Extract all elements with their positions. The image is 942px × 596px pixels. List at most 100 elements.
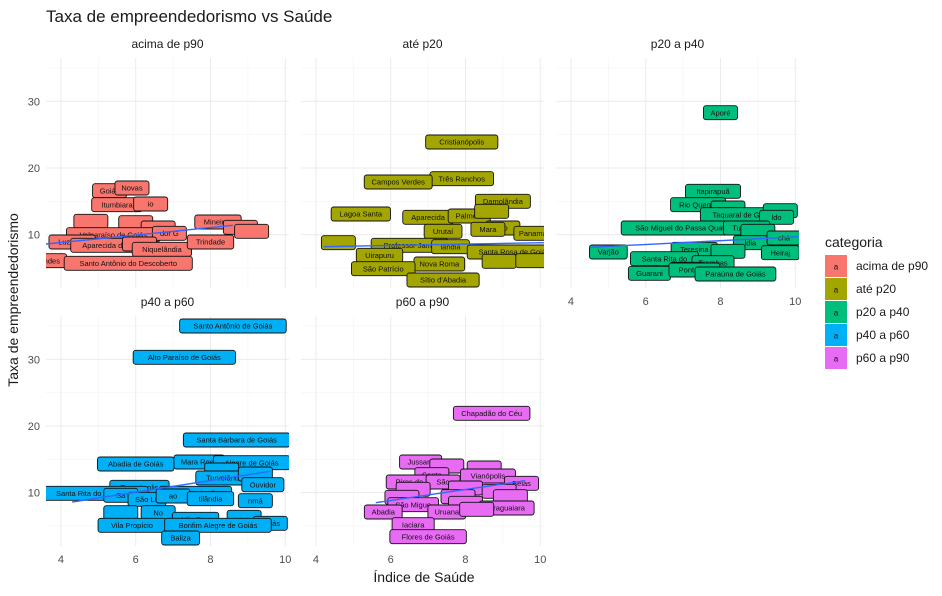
label-text: Lagoa Santa <box>340 210 383 219</box>
y-axis-title: Taxa de empreendedorismo <box>5 213 21 387</box>
y-tick-label: 10 <box>28 230 40 242</box>
label-text: Aparecida <box>411 213 446 222</box>
facet-marks: Santo Antônio de Goiás Alto Paraíso de Go… <box>46 318 289 546</box>
data-point-label: Vianópolis <box>459 468 516 484</box>
x-tick-label: 10 <box>789 296 801 308</box>
label-text: Santo Antônio de Goiás <box>194 322 273 331</box>
label-text: Uirapuru <box>365 251 394 260</box>
label-box <box>103 505 139 521</box>
data-point-label <box>320 235 356 251</box>
label-text: Belas <box>512 479 531 488</box>
label-box <box>703 105 738 121</box>
y-tick-label: 20 <box>28 163 40 175</box>
label-text: Abadia <box>372 508 396 517</box>
x-tick-label: 8 <box>462 554 468 566</box>
data-point-label: Vila Propício <box>97 517 167 533</box>
label-text: Ouvidor <box>250 480 277 489</box>
data-point-label: Alto Paraíso de Goiás <box>132 349 236 365</box>
label-box <box>114 180 150 196</box>
facet-panel: acima de p90 10 20 30 Goiás Novas Itumbiara io M… <box>28 37 289 288</box>
data-point-label: No <box>140 505 176 521</box>
label-box <box>389 529 467 545</box>
label-text: Uruana <box>434 508 459 517</box>
label-text: Panamá <box>519 229 548 238</box>
data-point-label: Itapirapuã <box>685 183 741 199</box>
legend-entry: a até p20 <box>825 278 896 300</box>
label-box <box>234 223 270 239</box>
label-text: Aparecida de Goiâ <box>82 241 145 250</box>
label-text: Santa Rita do Araguaia <box>56 489 134 498</box>
x-tick-label: 6 <box>133 554 139 566</box>
data-point-label: tilândia <box>186 491 235 507</box>
facet-panel: até p20 Cristianópolis Três Ranchos Campos … <box>301 37 548 288</box>
label-text: Flores de Goiás <box>402 532 455 541</box>
x-tick-label: 8 <box>207 554 213 566</box>
label-text: Alto Paraíso de Goiás <box>148 353 221 362</box>
label-text: Aporé <box>710 108 730 117</box>
label-text: São Patrício <box>363 264 404 273</box>
legend-label: acima de p90 <box>856 259 928 273</box>
label-box <box>350 261 416 277</box>
label-text: nmá <box>248 496 263 505</box>
data-point-label: Lagoa Santa <box>330 206 391 222</box>
data-point-label: Paraúna de Goiás <box>694 266 777 282</box>
label-box <box>161 530 200 546</box>
label-box <box>459 501 495 517</box>
label-text: Abadia de Goiás <box>108 460 164 469</box>
label-box <box>186 234 235 250</box>
y-tick-label: 30 <box>28 354 40 366</box>
data-point-label: Guarani <box>627 265 671 281</box>
label-text: Vianópolis <box>471 472 506 481</box>
trend-line <box>323 241 544 248</box>
legend-key-glyph: a <box>834 286 839 295</box>
label-box <box>481 253 517 269</box>
label-box <box>132 349 236 365</box>
label-box <box>179 318 287 334</box>
label-text: Varjão <box>598 248 619 257</box>
label-text: Novas <box>121 184 143 193</box>
data-point-label: Urutaí <box>423 223 463 239</box>
data-point-label: nmá <box>237 493 273 509</box>
data-point-label: Santo Antônio de Goiás <box>179 318 287 334</box>
label-text: Taquaral de Goiás <box>712 210 773 219</box>
facet-marks: Chapadão do CéuJussaraSantaVianópolisPir… <box>363 405 540 545</box>
label-text: Santa Bárbara de Goiás <box>196 436 277 445</box>
label-text: Goiás <box>100 186 120 195</box>
data-point-label: lândia <box>431 239 470 255</box>
label-text: Araguaiara <box>488 504 526 513</box>
label-text: ao <box>169 492 177 501</box>
label-text: Alegre de Goiás <box>225 458 279 467</box>
label-text: Valparaíso de Goiás <box>80 230 148 239</box>
label-box <box>363 504 403 520</box>
data-point-label <box>103 505 139 521</box>
data-point-label: Baliza <box>161 530 200 546</box>
label-box <box>320 235 356 251</box>
label-box <box>241 477 285 493</box>
data-point-label: Trindade <box>186 234 235 250</box>
legend-label: p40 a p60 <box>856 328 910 342</box>
data-point-label: Bonfim Alegre de Goiás <box>164 517 272 533</box>
y-tick-label: 30 <box>28 96 40 108</box>
data-point-label: Campos Verdes <box>363 174 433 190</box>
data-point-label: Chapadão do Céu <box>452 405 531 421</box>
data-point-label: Aporé <box>703 105 738 121</box>
data-point-label: Novas <box>114 180 150 196</box>
data-point-label: andes <box>46 253 68 269</box>
label-box <box>760 245 799 261</box>
label-box <box>133 196 169 212</box>
data-point-label: Abadia <box>363 504 403 520</box>
data-point-label: Três Ranchos <box>429 171 495 187</box>
data-point-label <box>459 501 495 517</box>
label-box <box>182 432 289 448</box>
label-box <box>330 206 391 222</box>
data-point-label <box>515 253 544 269</box>
legend-key-glyph: a <box>834 332 839 341</box>
label-box <box>237 493 273 509</box>
legend-key-glyph: a <box>834 263 839 272</box>
legend-key <box>825 278 847 300</box>
legend-title: categoria <box>825 234 883 250</box>
legend-entry: a acima de p90 <box>825 255 928 277</box>
x-tick-label: 6 <box>388 554 394 566</box>
